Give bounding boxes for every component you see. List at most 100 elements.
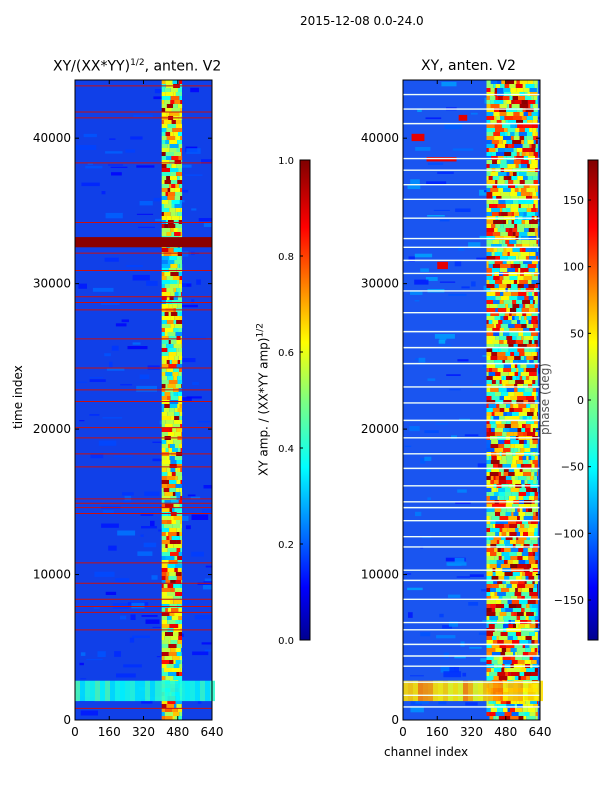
left-band-cell [180,548,182,552]
right-texture-cell [449,389,461,391]
right-band-cell [533,360,538,364]
right-band-cell [525,108,534,112]
right-texture-cell [464,434,479,437]
right-band-cell [491,488,497,492]
left-texture-cell [181,358,196,363]
right-band-cell [516,240,522,244]
right-y-tick-label: 0 [391,713,399,727]
right-band-cell [512,504,519,508]
right-band-cell [525,152,530,156]
right-band-cell [521,592,530,596]
left-band-cell [161,368,167,372]
right-band-cell [536,656,538,660]
right-band-cell [486,124,495,128]
left-band-cell [181,644,182,648]
right-texture-cell [439,613,444,618]
right-band-cell [531,352,537,356]
left-colorbar-tick-label: 0.2 [278,540,294,551]
left-band-cell [170,416,175,420]
right-band-cell [498,676,508,680]
right-band-cell [524,504,531,508]
left-texture-cell [125,149,136,153]
left-band-cell [166,112,170,116]
right-band-cell [534,228,538,232]
right-band-cell [525,304,530,308]
right-band-cell [514,100,522,104]
left-band-cell [176,364,182,368]
right-band-cell [525,428,531,432]
right-band-cell [497,248,504,252]
left-band-cell [170,272,179,276]
right-band-cell [523,276,533,280]
right-band-cell [502,384,506,388]
right-band-cell [501,212,508,216]
right-band-cell [532,128,537,132]
left-texture-cell [98,440,117,446]
right-band-cell [490,480,494,484]
right-band-cell [512,676,515,680]
left-band-cell [168,220,174,224]
right-band-cell [514,372,519,376]
left-band-cell [168,352,177,356]
right-band-cell [486,160,493,164]
left-band-cell [174,160,182,164]
right-band-cell [496,152,505,156]
right-band-cell [486,316,495,320]
right-texture-cell [425,277,438,281]
right-band-cell [537,292,538,296]
right-band-cell [509,252,518,256]
right-band-cell [532,644,538,648]
right-band-cell [486,284,495,288]
left-texture-cell [156,656,164,658]
right-band-cell [529,644,532,648]
right-band-cell [533,296,538,300]
right-band-cell [506,308,510,312]
right-low-strip-cell [503,680,508,702]
left-texture-cell [136,213,154,215]
right-band-cell [534,84,538,88]
right-band-cell [522,300,531,304]
right-band-cell [519,80,528,84]
right-band-cell [536,444,538,448]
left-band-cell [170,132,174,136]
right-band-cell [518,424,522,428]
left-band-cell [161,580,166,584]
right-band-cell [490,312,500,316]
right-band-cell [524,88,530,92]
right-band-cell [495,380,500,384]
right-band-cell [515,528,519,532]
left-texture-cell [150,299,162,304]
right-band-cell [506,648,511,652]
left-band-cell [161,176,167,180]
right-band-cell [495,280,503,284]
right-band-cell [529,372,537,376]
right-band-cell [532,300,535,304]
left-band-cell [173,392,178,396]
right-band-cell [513,280,518,284]
left-band-cell [165,424,173,428]
right-band-cell [508,672,511,676]
right-band-cell [532,604,538,608]
right-band-cell [510,556,518,560]
right-band-cell [533,512,536,516]
right-band-cell [498,576,505,580]
right-band-cell [486,356,491,360]
right-band-cell [532,132,536,136]
right-band-cell [486,308,496,312]
left-band-cell [161,160,170,164]
right-low-strip-cell [448,680,453,702]
right-band-cell [519,260,523,264]
right-band-cell [526,492,530,496]
left-texture-cell [198,218,212,222]
left-band-cell [177,104,183,108]
right-band-cell [531,312,538,316]
right-band-cell [514,592,522,596]
right-band-cell [528,296,534,300]
left-texture-cell [196,279,201,285]
left-band-cell [177,212,182,216]
right-band-cell [504,444,511,448]
right-band-cell [503,584,507,588]
left-band-cell [180,648,182,652]
right-band-cell [534,532,538,536]
left-band-cell [161,80,166,84]
